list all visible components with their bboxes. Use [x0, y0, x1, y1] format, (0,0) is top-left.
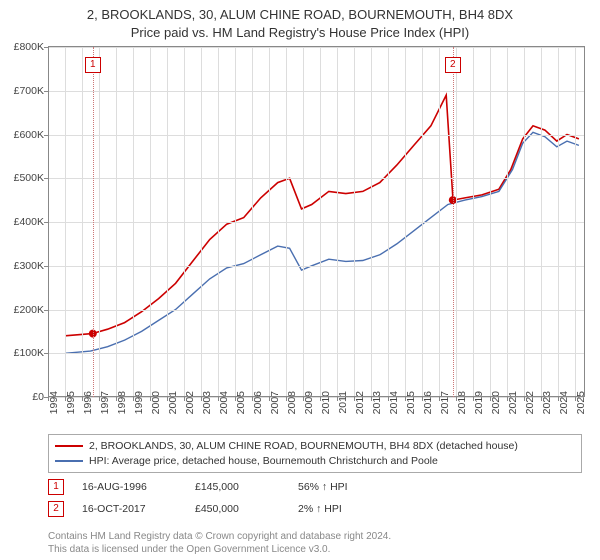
- y-tick-label: £800K: [0, 41, 44, 53]
- footer-line2: This data is licensed under the Open Gov…: [48, 543, 391, 556]
- sale-marker-1: 1: [48, 479, 64, 495]
- sale-note-2: 2% ↑ HPI: [298, 503, 342, 515]
- legend-item-2: HPI: Average price, detached house, Bour…: [55, 454, 575, 469]
- y-tick-label: £100K: [0, 347, 44, 359]
- y-tick-label: £500K: [0, 172, 44, 184]
- title-line1: 2, BROOKLANDS, 30, ALUM CHINE ROAD, BOUR…: [0, 6, 600, 24]
- y-tick-label: £0: [0, 391, 44, 403]
- y-tick-label: £600K: [0, 129, 44, 141]
- sale-table: 1 16-AUG-1996 £145,000 56% ↑ HPI 2 16-OC…: [48, 476, 348, 520]
- sale-price-1: £145,000: [195, 481, 280, 493]
- sale-note-1: 56% ↑ HPI: [298, 481, 348, 493]
- legend-box: 2, BROOKLANDS, 30, ALUM CHINE ROAD, BOUR…: [48, 434, 582, 473]
- sale-date-2: 16-OCT-2017: [82, 503, 177, 515]
- sale-price-2: £450,000: [195, 503, 280, 515]
- legend-swatch-2: [55, 460, 83, 462]
- plot-area: £0£100K£200K£300K£400K£500K£600K£700K£80…: [48, 46, 585, 397]
- sale-row-2: 2 16-OCT-2017 £450,000 2% ↑ HPI: [48, 498, 348, 520]
- y-tick-label: £300K: [0, 260, 44, 272]
- sale-marker-box-1: 1: [85, 57, 101, 73]
- y-tick-label: £400K: [0, 216, 44, 228]
- series-line-1: [65, 95, 579, 336]
- sale-row-1: 1 16-AUG-1996 £145,000 56% ↑ HPI: [48, 476, 348, 498]
- sale-marker-2: 2: [48, 501, 64, 517]
- legend-swatch-1: [55, 445, 83, 447]
- series-line-2: [65, 132, 579, 353]
- footer-attribution: Contains HM Land Registry data © Crown c…: [48, 530, 391, 556]
- legend-label-2: HPI: Average price, detached house, Bour…: [89, 454, 438, 469]
- chart-container: 2, BROOKLANDS, 30, ALUM CHINE ROAD, BOUR…: [0, 0, 600, 560]
- y-tick-label: £200K: [0, 304, 44, 316]
- sale-date-1: 16-AUG-1996: [82, 481, 177, 493]
- title-line2: Price paid vs. HM Land Registry's House …: [0, 24, 600, 42]
- footer-line1: Contains HM Land Registry data © Crown c…: [48, 530, 391, 543]
- y-tick-label: £700K: [0, 85, 44, 97]
- chart-title: 2, BROOKLANDS, 30, ALUM CHINE ROAD, BOUR…: [0, 0, 600, 41]
- legend-label-1: 2, BROOKLANDS, 30, ALUM CHINE ROAD, BOUR…: [89, 439, 518, 454]
- sale-marker-box-2: 2: [445, 57, 461, 73]
- legend-item-1: 2, BROOKLANDS, 30, ALUM CHINE ROAD, BOUR…: [55, 439, 575, 454]
